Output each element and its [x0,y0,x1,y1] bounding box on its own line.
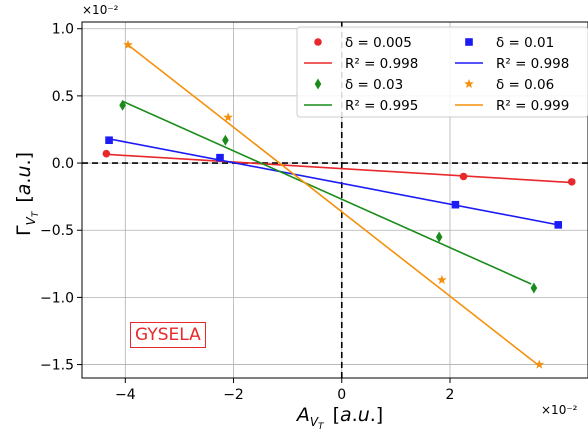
data-point [436,231,443,242]
y-tick-label: 1.0 [52,22,74,38]
fit-line [123,101,532,284]
x-axis-title: AVT [a.u.] [295,404,383,431]
x-exponent-label: ×10⁻² [541,403,578,417]
data-point [216,154,224,162]
y-exponent-label: ×10⁻² [82,3,119,17]
data-point [105,136,113,144]
x-tick-label: −4 [115,387,136,403]
fit-line [106,154,571,182]
fit-line [109,139,558,225]
y-tick-label: −1.0 [40,290,74,306]
data-point [222,135,229,146]
data-point [535,360,545,369]
legend-fit-label: R² = 0.998 [496,56,569,72]
x-tick-label: 0 [337,387,346,403]
data-point [452,201,460,209]
legend-fit-label: R² = 0.998 [345,56,418,72]
legend-marker [465,38,473,46]
data-point [103,150,111,158]
legend-fit-label: R² = 0.999 [496,98,569,114]
gysela-annotation: GYSELA [130,322,206,348]
legend-label: δ = 0.005 [345,35,412,51]
legend-label: δ = 0.03 [345,77,403,93]
data-point [460,173,468,181]
legend-label: δ = 0.06 [496,77,554,93]
legend-fit-label: R² = 0.995 [345,98,418,114]
legend-label: δ = 0.01 [496,35,554,51]
y-tick-label: 0.5 [52,89,74,105]
legend-marker [314,38,322,46]
data-point [437,275,447,284]
data-point [568,178,576,186]
data-point [531,282,538,293]
x-tick-label: −2 [223,387,244,403]
legend: δ = 0.005 R² = 0.998 δ = 0.01 R² = 0.998 δ =… [297,27,588,117]
y-tick-label: −0.5 [40,223,74,239]
y-tick-label: −1.5 [40,358,74,374]
y-axis-title: ΓVT [a.u.] [13,152,41,236]
x-tick-label: 2 [446,387,455,403]
data-point [554,221,562,229]
y-tick-label: 0.0 [52,156,74,172]
